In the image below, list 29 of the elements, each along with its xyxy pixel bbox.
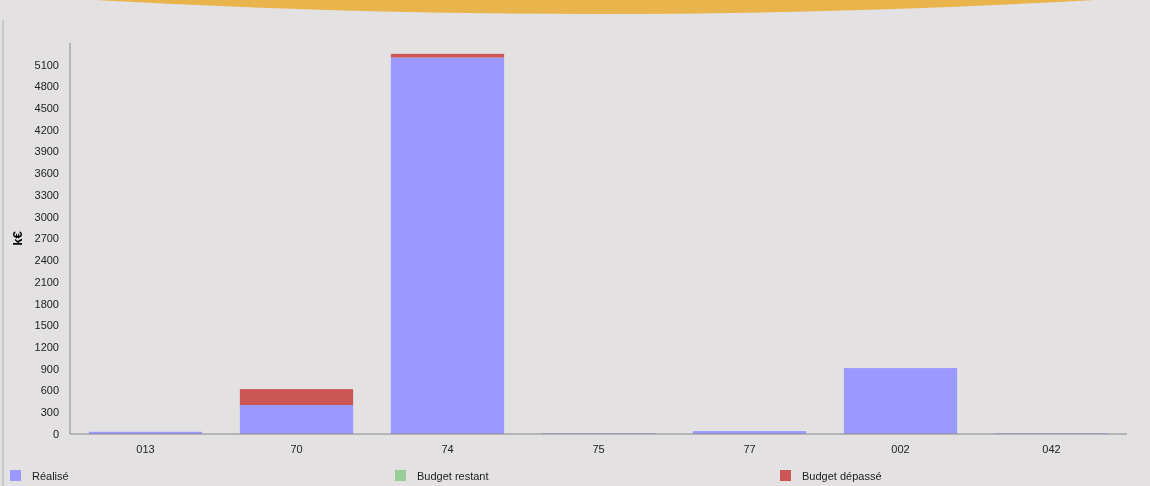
y-tick-label: 2100 [34, 275, 59, 288]
y-tick-label: 4200 [34, 123, 59, 136]
y-tick-label: 0 [52, 427, 59, 440]
y-tick-label: 1500 [34, 319, 59, 332]
legend-label: Budget restant [417, 470, 489, 482]
x-tick-label: 042 [1042, 443, 1061, 455]
y-tick-label: 900 [40, 362, 59, 375]
y-tick-label: 2700 [34, 232, 59, 245]
x-tick-label: 013 [136, 443, 155, 455]
legend-label: Budget dépassé [802, 470, 882, 482]
y-tick-label: 1200 [34, 340, 59, 353]
y-tick-label: 600 [40, 384, 59, 397]
y-tick-label: 3300 [34, 188, 59, 201]
y-axis-title: k€ [10, 231, 25, 246]
y-tick-label: 3600 [34, 167, 59, 180]
y-tick-label: 4500 [34, 102, 59, 115]
y-tick-label: 1800 [34, 297, 59, 310]
x-tick-label: 70 [290, 443, 303, 455]
y-tick-label: 3900 [34, 145, 59, 158]
x-tick-label: 74 [441, 443, 454, 455]
x-tick-label: 002 [891, 443, 910, 455]
y-tick-label: 300 [40, 406, 59, 419]
x-tick-label: 75 [592, 443, 605, 455]
y-tick-label: 3000 [34, 210, 59, 223]
y-tick-label: 4800 [34, 80, 59, 93]
legend-label: Réalisé [32, 470, 69, 482]
y-tick-label: 2400 [34, 254, 59, 267]
y-tick-label: 5100 [34, 58, 59, 71]
x-tick-label: 77 [743, 443, 756, 455]
